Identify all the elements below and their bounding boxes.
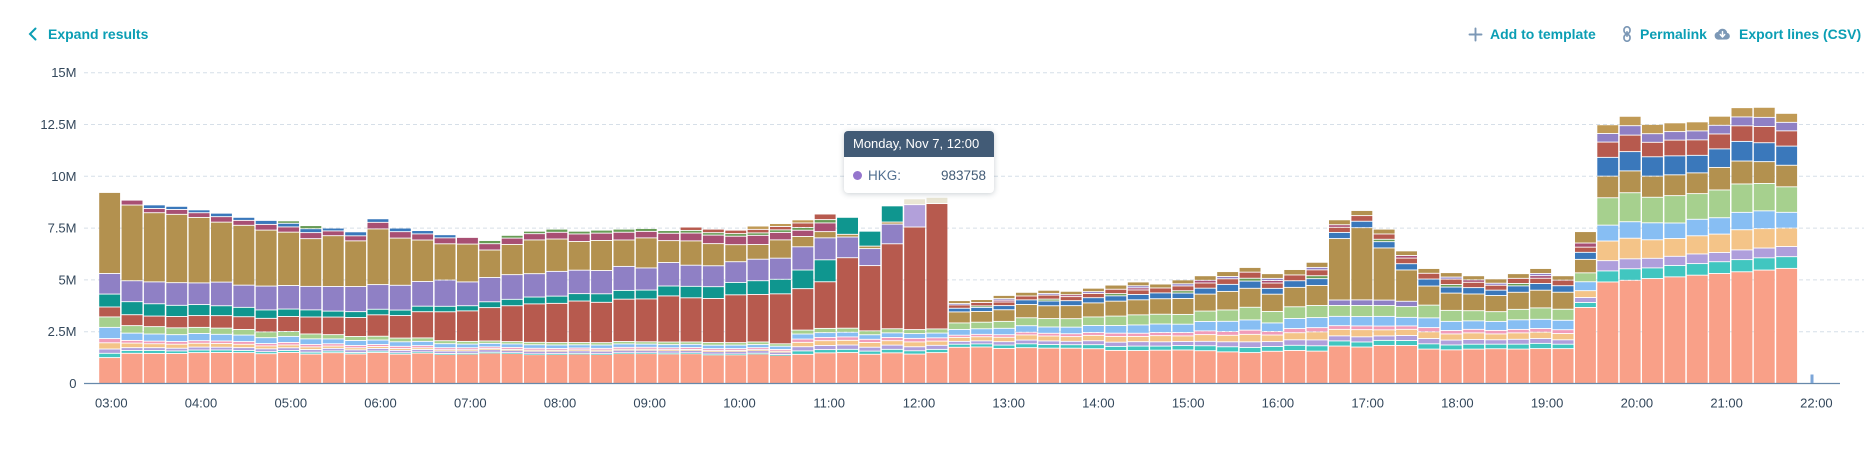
svg-text:19:00: 19:00	[1531, 396, 1564, 411]
svg-text:15M: 15M	[51, 65, 76, 80]
svg-text:10:00: 10:00	[723, 396, 756, 411]
svg-text:07:00: 07:00	[454, 396, 487, 411]
svg-text:08:00: 08:00	[544, 396, 577, 411]
svg-text:17:00: 17:00	[1351, 396, 1384, 411]
svg-text:03:00: 03:00	[95, 396, 128, 411]
svg-text:13:00: 13:00	[992, 396, 1025, 411]
svg-text:2.5M: 2.5M	[48, 324, 77, 339]
svg-text:04:00: 04:00	[185, 396, 218, 411]
svg-text:15:00: 15:00	[1172, 396, 1205, 411]
svg-text:22:00: 22:00	[1800, 396, 1833, 411]
svg-text:5M: 5M	[58, 272, 76, 287]
svg-text:09:00: 09:00	[633, 396, 666, 411]
svg-text:14:00: 14:00	[1082, 396, 1115, 411]
svg-text:20:00: 20:00	[1621, 396, 1654, 411]
svg-text:05:00: 05:00	[275, 396, 308, 411]
svg-text:18:00: 18:00	[1441, 396, 1474, 411]
svg-text:16:00: 16:00	[1262, 396, 1295, 411]
svg-text:12:00: 12:00	[903, 396, 936, 411]
svg-text:11:00: 11:00	[813, 396, 845, 411]
svg-text:21:00: 21:00	[1710, 396, 1743, 411]
svg-text:10M: 10M	[51, 169, 76, 184]
svg-text:06:00: 06:00	[364, 396, 397, 411]
svg-text:12.5M: 12.5M	[40, 117, 76, 132]
svg-text:0: 0	[69, 376, 76, 391]
svg-text:7.5M: 7.5M	[48, 221, 77, 236]
